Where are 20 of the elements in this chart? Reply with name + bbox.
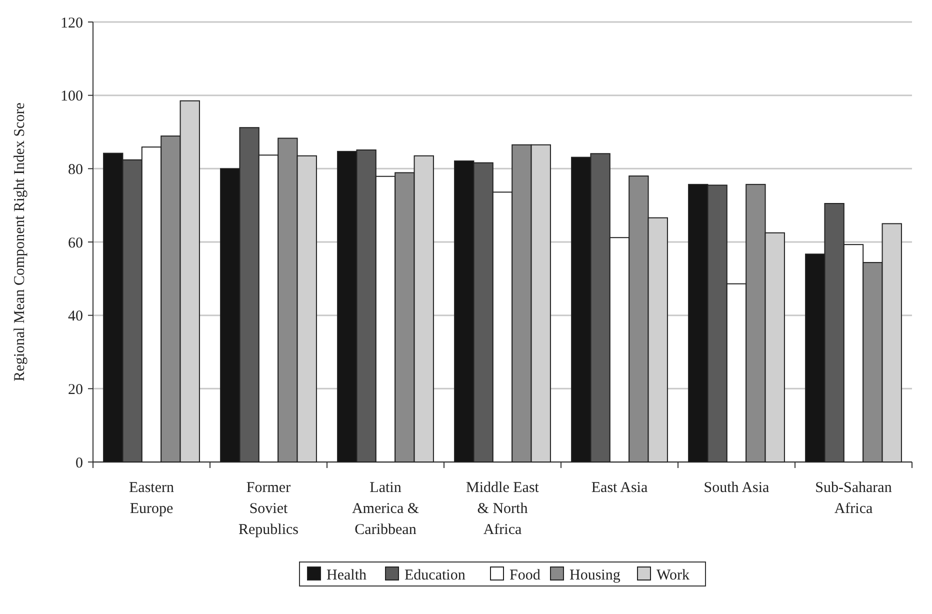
x-tick-label: Sub-Saharan Africa (815, 480, 892, 517)
y-axis-title: Regional Mean Component Right Index Score (12, 102, 28, 382)
x-tick-label: Eastern Europe (129, 480, 174, 517)
y-tick-label: 80 (68, 162, 83, 178)
x-tick-label: Middle East & North Africa (466, 480, 540, 538)
y-tick-label: 120 (60, 15, 83, 32)
y-tick-label: 40 (68, 308, 83, 325)
legend-label: Housing (570, 567, 621, 584)
legend-label: Health (326, 567, 367, 584)
x-tick-label: East Asia (591, 480, 648, 496)
y-tick-label: 0 (76, 455, 83, 472)
x-tick-label: South Asia (704, 480, 770, 496)
legend-label: Food (510, 567, 541, 584)
y-tick-label: 100 (60, 88, 83, 105)
legend-label: Work (656, 567, 690, 584)
x-tick-label: Latin America & Caribbean (352, 480, 420, 538)
y-tick-label: 60 (68, 235, 83, 252)
x-tick-label: Former Soviet Republics (238, 480, 299, 538)
legend-label: Education (404, 567, 466, 584)
y-tick-label: 20 (68, 382, 83, 398)
